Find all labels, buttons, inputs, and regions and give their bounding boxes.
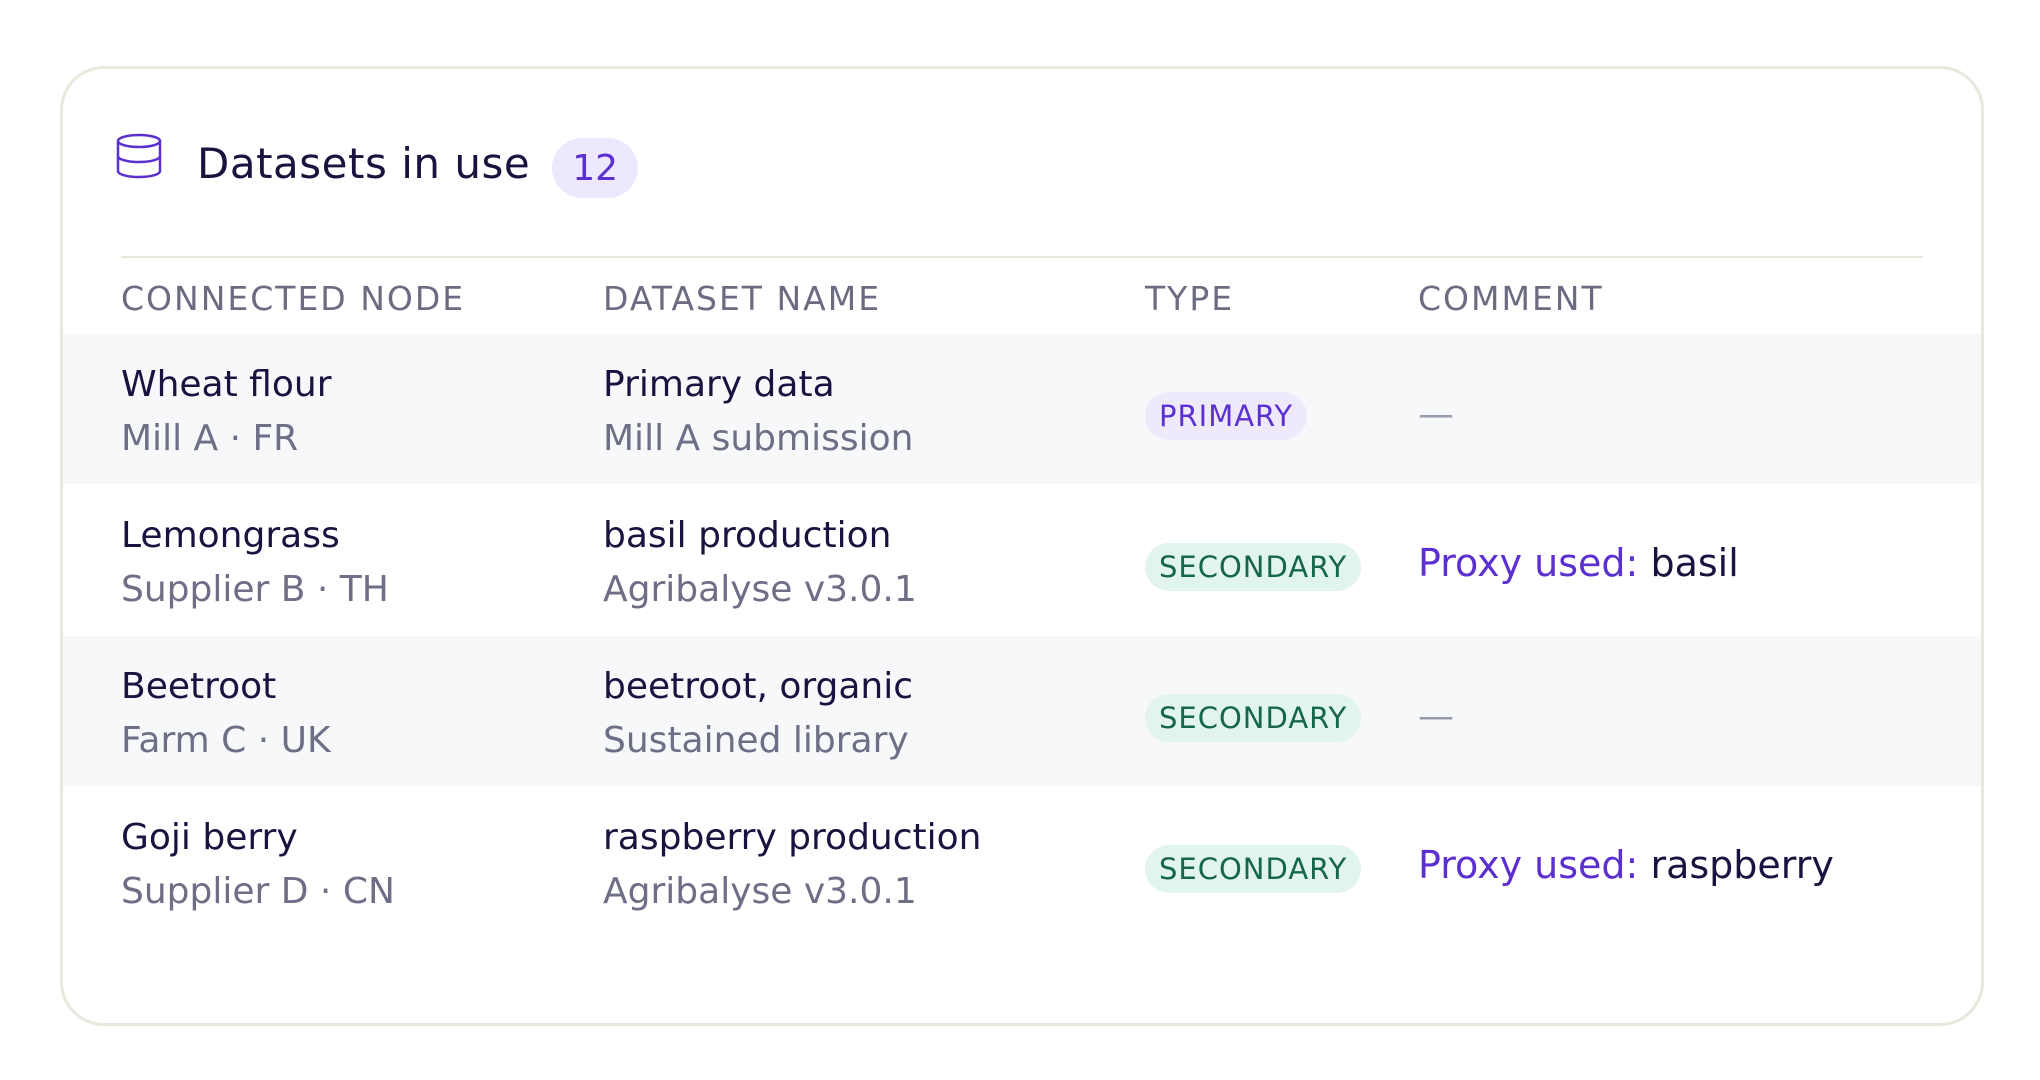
node-location: Supplier B · TH (121, 569, 389, 610)
empty-comment: — (1418, 394, 1454, 435)
type-badge: SECONDARY (1145, 543, 1362, 591)
comment-text: Proxy used: raspberry (1418, 843, 1834, 887)
node-location: Supplier D · CN (121, 871, 395, 912)
type-badge: SECONDARY (1145, 694, 1362, 742)
database-icon (116, 133, 162, 179)
dataset-name: beetroot, organic (603, 666, 914, 707)
dataset-count-badge: 12 (552, 138, 638, 198)
table-row[interactable]: Goji berry Supplier D · CN raspberry produ… (63, 787, 1981, 937)
proxy-value: basil (1650, 541, 1739, 585)
panel-header: Datasets in use 12 (115, 123, 638, 203)
proxy-label: Proxy used: (1418, 843, 1639, 887)
type-badge: SECONDARY (1145, 845, 1362, 893)
table-row[interactable]: Wheat flour Mill A · FR Primary data Mill A… (63, 334, 1981, 484)
dataset-source: Sustained library (603, 720, 909, 761)
dataset-name: Primary data (603, 364, 835, 405)
header-divider (121, 256, 1923, 258)
type-badge: PRIMARY (1145, 392, 1308, 440)
dataset-source: Agribalyse v3.0.1 (603, 871, 917, 912)
dataset-source: Agribalyse v3.0.1 (603, 569, 917, 610)
node-name: Lemongrass (121, 515, 340, 556)
node-name: Wheat flour (121, 364, 332, 405)
dataset-source: Mill A submission (603, 418, 914, 459)
proxy-value: raspberry (1650, 843, 1834, 887)
column-header-comment: COMMENT (1418, 279, 1604, 318)
table-row[interactable]: Beetroot Farm C · UK beetroot, organic Sust… (63, 636, 1981, 786)
dataset-name: basil production (603, 515, 892, 556)
datasets-panel: Datasets in use 12 CONNECTED NODE DATASE… (60, 66, 1984, 1026)
node-name: Beetroot (121, 666, 277, 707)
proxy-label: Proxy used: (1418, 541, 1639, 585)
node-name: Goji berry (121, 817, 298, 858)
column-header-type: TYPE (1145, 279, 1235, 318)
table-row[interactable]: Lemongrass Supplier B · TH basil productio… (63, 485, 1981, 635)
node-location: Mill A · FR (121, 418, 299, 459)
column-header-connected-node: CONNECTED NODE (121, 279, 466, 318)
panel-title: Datasets in use (197, 138, 531, 188)
dataset-name: raspberry production (603, 817, 982, 858)
node-location: Farm C · UK (121, 720, 331, 761)
column-header-dataset-name: DATASET NAME (603, 279, 882, 318)
comment-text: Proxy used: basil (1418, 541, 1739, 585)
empty-comment: — (1418, 696, 1454, 737)
